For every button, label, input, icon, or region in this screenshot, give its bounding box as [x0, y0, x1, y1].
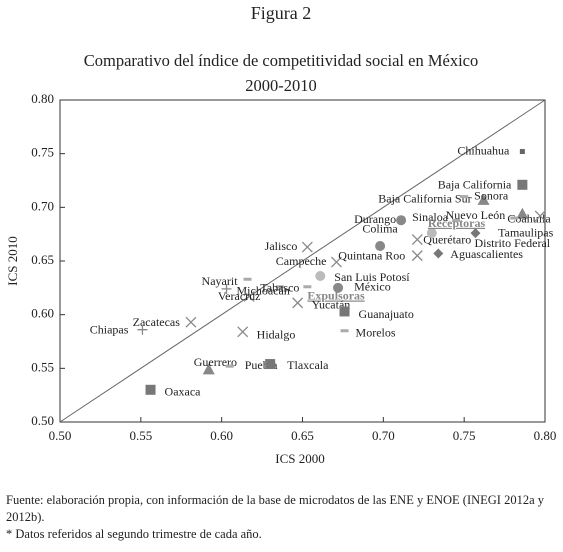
- point-label: Veracruz: [218, 289, 261, 303]
- point-label: Guanajuato: [359, 307, 414, 321]
- point-marker: [301, 241, 313, 253]
- point-label: Aguascalientes: [450, 247, 523, 261]
- point-label: Quintana Roo: [338, 248, 405, 262]
- source-note: Fuente: elaboración propia, con informac…: [6, 493, 545, 524]
- point-marker: [340, 329, 349, 333]
- point-marker: [237, 326, 249, 338]
- point-label: Sonora: [474, 188, 509, 202]
- y-axis-label: ICS 2010: [5, 236, 20, 285]
- point-marker: [516, 207, 529, 219]
- point-label: Tamaulipas: [498, 226, 553, 240]
- point-marker: [145, 384, 156, 395]
- y-tick-label: 0.80: [31, 91, 54, 106]
- point-marker: [243, 277, 252, 281]
- point-marker: [243, 290, 255, 302]
- point-marker: [333, 282, 344, 293]
- point-label: Baja California Sur: [378, 192, 471, 206]
- y-tick-label: 0.60: [31, 306, 54, 321]
- figure-label: Figura 2: [251, 3, 312, 23]
- point-marker: [477, 193, 490, 205]
- point-label: Sinaloa: [412, 210, 449, 224]
- group-label: Receptoras: [428, 216, 486, 230]
- point-label: Michoacán: [237, 284, 290, 298]
- point-marker: [396, 215, 407, 226]
- point-marker: [510, 216, 519, 220]
- point-label: Durango: [354, 212, 396, 226]
- point-label: México: [354, 280, 391, 294]
- x-tick-label: 0.75: [453, 428, 476, 443]
- point-marker: [375, 240, 386, 251]
- chart-title: Comparativo del índice de competitividad…: [84, 51, 479, 70]
- point-marker: [534, 210, 546, 222]
- point-label: Hidalgo: [257, 328, 296, 342]
- point-marker: [292, 297, 304, 309]
- point-marker: [460, 195, 469, 199]
- point-marker: [517, 179, 528, 190]
- point-marker: [202, 363, 215, 375]
- x-tick-label: 0.80: [534, 428, 557, 443]
- point-marker: [426, 228, 437, 239]
- point-label: Nayarit: [202, 274, 239, 288]
- reference-line: [59, 99, 546, 423]
- point-marker: [315, 271, 326, 282]
- point-marker: [452, 218, 461, 222]
- point-label: San Luis Potosí: [334, 270, 410, 284]
- point-label: Colima: [362, 222, 398, 236]
- point-label: Oaxaca: [165, 385, 202, 399]
- point-marker: [330, 256, 342, 268]
- point-label: Nuevo León: [446, 208, 506, 222]
- point-marker: [339, 306, 350, 317]
- point-marker: [275, 285, 284, 289]
- y-tick-label: 0.55: [31, 359, 54, 374]
- point-label: Morelos: [356, 326, 396, 340]
- point-label: Distrito Federal: [474, 236, 550, 250]
- point-marker: [185, 316, 197, 328]
- y-tick-label: 0.75: [31, 145, 54, 160]
- group-label: Expulsoras: [307, 289, 365, 303]
- point-marker: [225, 364, 234, 368]
- point-marker: [137, 324, 148, 335]
- point-label: Campeche: [276, 254, 327, 268]
- footnotes: Fuente: elaboración propia, con informac…: [6, 492, 558, 543]
- point-marker: [303, 285, 312, 289]
- point-marker: [265, 359, 276, 370]
- point-marker: [519, 149, 525, 155]
- chart: Figura 2 Comparativo del índice de compe…: [5, 3, 557, 466]
- point-label: Chihuahua: [457, 143, 510, 157]
- x-tick-label: 0.60: [210, 428, 233, 443]
- point-label: Baja California: [438, 178, 512, 192]
- point-marker: [411, 250, 423, 262]
- y-tick-label: 0.65: [31, 252, 54, 267]
- x-tick-label: 0.70: [372, 428, 395, 443]
- x-tick-label: 0.55: [129, 428, 152, 443]
- point-label: Zacatecas: [133, 315, 181, 329]
- x-axis-label: ICS 2000: [275, 451, 324, 466]
- note: * Datos referidos al segundo trimestre d…: [6, 527, 262, 541]
- chart-subtitle: 2000-2010: [245, 76, 317, 95]
- point-marker: [470, 228, 481, 239]
- point-label: Jalisco: [265, 239, 298, 253]
- y-tick-label: 0.50: [31, 413, 54, 428]
- point-marker: [433, 248, 444, 259]
- point-label: Tlaxcala: [287, 358, 329, 372]
- y-tick-label: 0.70: [31, 198, 54, 213]
- point-marker: [221, 283, 232, 294]
- x-tick-label: 0.50: [49, 428, 72, 443]
- point-label: Tabasco: [260, 281, 299, 295]
- point-marker: [411, 234, 423, 245]
- x-tick-label: 0.65: [291, 428, 314, 443]
- point-label: Chiapas: [90, 322, 129, 336]
